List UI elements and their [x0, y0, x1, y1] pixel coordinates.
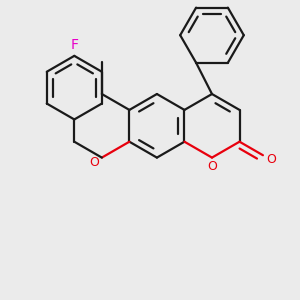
- Text: O: O: [89, 156, 99, 169]
- Text: F: F: [70, 38, 78, 52]
- Text: O: O: [207, 160, 217, 173]
- Text: O: O: [266, 153, 276, 166]
